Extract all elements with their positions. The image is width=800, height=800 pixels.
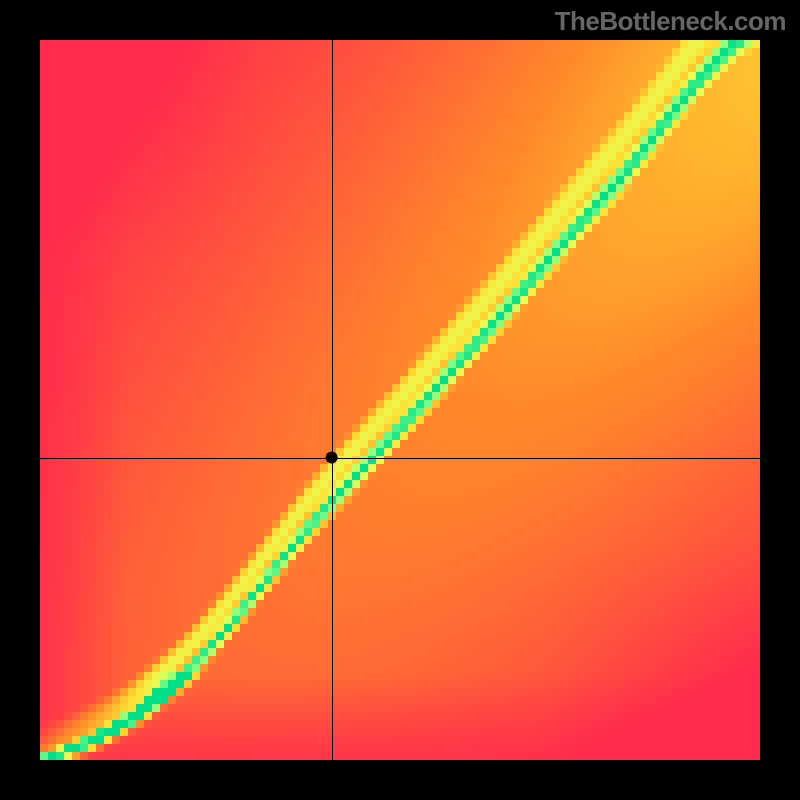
watermark-text: TheBottleneck.com: [555, 6, 786, 37]
bottleneck-heatmap: [0, 0, 800, 800]
chart-root: TheBottleneck.com: [0, 0, 800, 800]
